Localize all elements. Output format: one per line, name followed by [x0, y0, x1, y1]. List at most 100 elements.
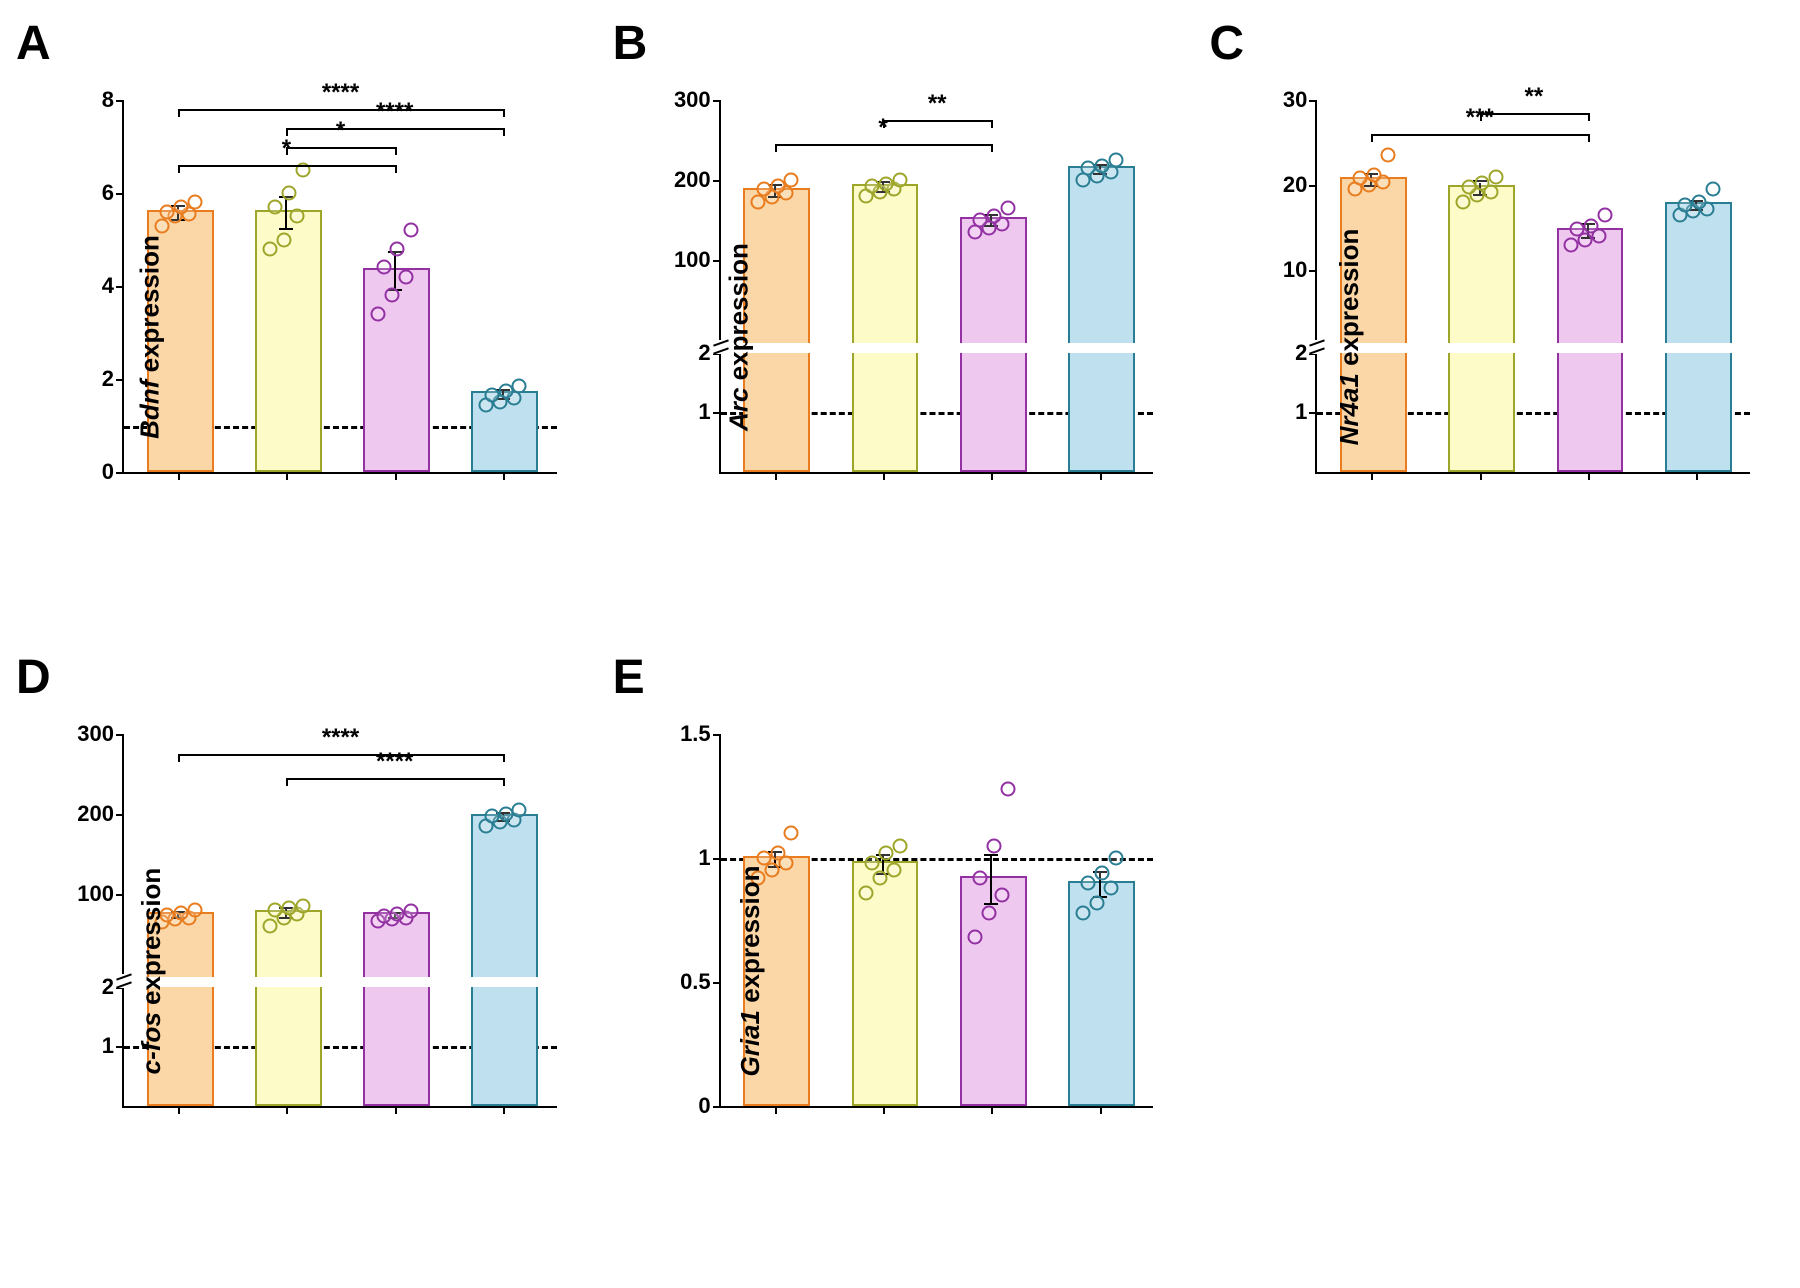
data-point: [878, 176, 893, 191]
y-tick-label: 4: [102, 273, 114, 299]
axis-break-icon: [116, 974, 132, 988]
x-tick: [1480, 472, 1482, 480]
error-cap: [984, 854, 998, 856]
significance-bracket-drop: [1371, 134, 1373, 142]
y-axis-label: Arc expression: [723, 243, 754, 431]
x-tick: [286, 472, 288, 480]
data-point: [1075, 905, 1090, 920]
x-tick: [991, 1106, 993, 1114]
significance-bracket: [1480, 113, 1588, 115]
data-point: [1000, 200, 1015, 215]
significance-label: ****: [322, 724, 359, 752]
significance-bracket: [286, 778, 503, 780]
data-point: [770, 846, 785, 861]
significance-bracket: [286, 147, 394, 149]
y-tick-label: 2: [102, 974, 114, 1000]
y-tick-label: 0: [698, 1093, 710, 1119]
data-point: [1081, 875, 1096, 890]
significance-bracket-drop: [286, 778, 288, 786]
significance-bracket-drop: [395, 165, 397, 173]
y-tick: [1309, 412, 1317, 414]
x-tick: [775, 472, 777, 480]
bar: [1557, 228, 1624, 472]
data-point: [892, 838, 907, 853]
data-point: [1095, 158, 1110, 173]
significance-label: **: [1524, 83, 1543, 111]
data-point: [987, 208, 1002, 223]
y-tick: [1309, 185, 1317, 187]
plot-area: 00.511.5: [719, 734, 1154, 1108]
y-tick-label: 1: [1295, 399, 1307, 425]
data-point: [512, 378, 527, 393]
data-point: [1475, 176, 1490, 191]
y-tick-label: 30: [1283, 87, 1307, 113]
data-point: [1381, 148, 1396, 163]
data-point: [1000, 781, 1015, 796]
y-tick: [116, 472, 124, 474]
y-tick-label: 300: [77, 721, 114, 747]
y-tick-label: 8: [102, 87, 114, 113]
significance-bracket-drop: [286, 128, 288, 136]
x-tick: [178, 472, 180, 480]
y-tick-label: 1: [698, 399, 710, 425]
data-point: [390, 241, 405, 256]
data-point: [498, 383, 513, 398]
significance-bracket-drop: [503, 778, 505, 786]
data-point: [1456, 195, 1471, 210]
x-tick: [395, 1106, 397, 1114]
y-axis-label: Nr4a1 expression: [1334, 229, 1365, 446]
data-point: [756, 182, 771, 197]
y-axis-label: Bdnf expression: [134, 235, 165, 439]
data-point: [1597, 207, 1612, 222]
y-tick: [713, 412, 721, 414]
data-point: [987, 838, 1002, 853]
chart-box: 12100200300********c-fos expression: [90, 684, 577, 1258]
panel-B: B12100200300***Arc expression: [617, 20, 1184, 634]
data-point: [1095, 865, 1110, 880]
significance-bracket-drop: [775, 144, 777, 152]
data-point: [512, 802, 527, 817]
data-point: [1367, 167, 1382, 182]
significance-bracket: [775, 144, 992, 146]
data-point: [384, 288, 399, 303]
y-tick: [1309, 270, 1317, 272]
significance-label: ****: [322, 79, 359, 107]
data-point: [173, 199, 188, 214]
panel-letter: A: [16, 16, 51, 71]
y-tick-label: 1.5: [680, 721, 711, 747]
y-axis-label: Gria1 expression: [735, 865, 766, 1076]
significance-bracket: [1371, 134, 1588, 136]
significance-bracket-drop: [883, 120, 885, 128]
data-point: [1353, 171, 1368, 186]
y-tick: [116, 814, 124, 816]
data-point: [1564, 237, 1579, 252]
y-tick: [713, 100, 721, 102]
chart-box: 02468**********Bdnf expression: [90, 50, 577, 624]
data-point: [404, 223, 419, 238]
error-bar: [394, 253, 396, 290]
data-point: [1109, 152, 1124, 167]
significance-bracket-drop: [395, 147, 397, 155]
significance-bracket-drop: [178, 754, 180, 762]
data-point: [484, 388, 499, 403]
x-tick: [1371, 472, 1373, 480]
data-point: [892, 172, 907, 187]
data-point: [282, 186, 297, 201]
data-point: [1461, 179, 1476, 194]
panel-A: A02468**********Bdnf expression: [20, 20, 587, 634]
data-point: [154, 218, 169, 233]
y-tick: [713, 180, 721, 182]
y-tick-label: 100: [674, 247, 711, 273]
data-point: [784, 826, 799, 841]
data-point: [859, 885, 874, 900]
data-point: [1489, 169, 1504, 184]
x-tick: [1588, 472, 1590, 480]
chart-box: 12102030*****Nr4a1 expression: [1283, 50, 1770, 624]
data-point: [770, 179, 785, 194]
data-point: [1678, 197, 1693, 212]
data-point: [981, 905, 996, 920]
x-tick: [503, 472, 505, 480]
plot-area: 12102030*****: [1315, 100, 1750, 474]
data-point: [784, 172, 799, 187]
data-point: [756, 851, 771, 866]
